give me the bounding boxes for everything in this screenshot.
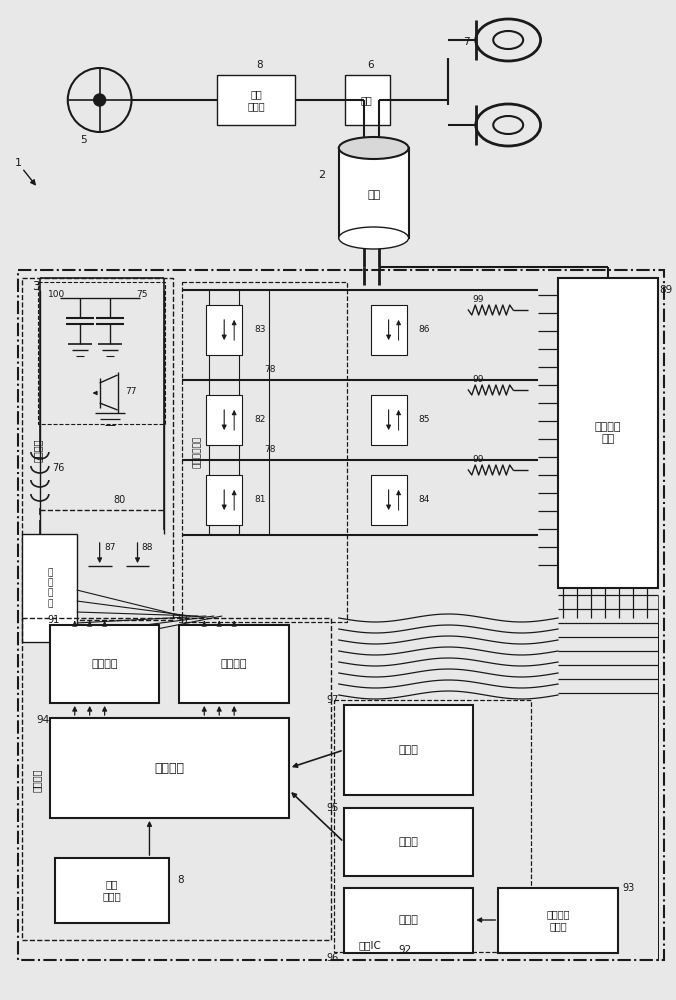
Text: 至
变
逆
器: 至 变 逆 器 (47, 568, 53, 608)
Text: 88: 88 (141, 544, 153, 552)
Text: 6: 6 (367, 60, 374, 70)
Text: 82: 82 (254, 416, 266, 424)
Ellipse shape (339, 137, 408, 159)
Bar (183, 282, 347, 622)
Text: 扭矩
传感器: 扭矩 传感器 (102, 879, 121, 901)
Text: 85: 85 (418, 416, 430, 424)
Text: 控制部分: 控制部分 (32, 768, 42, 792)
Bar (18, 270, 664, 960)
Text: 8: 8 (256, 60, 262, 70)
Text: 78: 78 (264, 446, 276, 454)
Text: 第一逆变电路: 第一逆变电路 (193, 436, 202, 468)
Circle shape (94, 94, 105, 106)
Text: 7: 7 (463, 37, 470, 47)
Text: 97: 97 (327, 695, 339, 705)
Text: 93: 93 (623, 883, 635, 893)
Text: 81: 81 (254, 495, 266, 504)
Text: 电力部分: 电力部分 (33, 438, 43, 462)
Text: 83: 83 (254, 326, 266, 334)
Text: 87: 87 (105, 544, 116, 552)
Text: 预驱动器: 预驱动器 (91, 659, 118, 669)
Bar (179, 625, 289, 703)
Text: 1: 1 (14, 158, 22, 168)
Text: 96: 96 (327, 953, 339, 963)
Ellipse shape (339, 227, 408, 249)
Text: 调节器: 调节器 (399, 837, 418, 847)
Text: 76: 76 (52, 463, 64, 473)
Bar (370, 305, 406, 355)
Bar (339, 148, 408, 238)
Bar (206, 305, 242, 355)
Text: 99: 99 (473, 456, 484, 464)
Text: 电机: 电机 (367, 190, 381, 200)
Text: 放大器: 放大器 (399, 915, 418, 925)
Text: 预驱动器: 预驱动器 (221, 659, 247, 669)
Text: 5: 5 (80, 135, 87, 145)
Text: 75: 75 (136, 290, 147, 299)
Text: 第二逆变
电路: 第二逆变 电路 (595, 422, 621, 444)
Bar (344, 705, 473, 795)
Bar (558, 278, 658, 588)
Bar (370, 395, 406, 445)
Text: 84: 84 (418, 495, 430, 504)
Text: 77: 77 (126, 387, 137, 396)
Bar (498, 888, 618, 953)
Text: 旋转角度
传感器: 旋转角度 传感器 (546, 909, 570, 931)
Text: 78: 78 (264, 365, 276, 374)
Bar (217, 75, 295, 125)
Text: 定制IC: 定制IC (359, 940, 381, 950)
Text: 8: 8 (177, 875, 184, 885)
Text: 放大器: 放大器 (399, 745, 418, 755)
Ellipse shape (493, 116, 523, 134)
Text: 100: 100 (48, 290, 65, 299)
Text: 89: 89 (660, 285, 673, 295)
Bar (38, 282, 166, 424)
Text: 99: 99 (473, 296, 484, 304)
Bar (50, 718, 289, 818)
Bar (206, 475, 242, 525)
Text: 86: 86 (418, 326, 430, 334)
Bar (344, 888, 473, 953)
Ellipse shape (493, 31, 523, 49)
Text: 3: 3 (32, 280, 40, 293)
Bar (55, 858, 170, 923)
Bar (370, 475, 406, 525)
Bar (50, 625, 160, 703)
Bar (334, 700, 531, 952)
Text: 齿轮: 齿轮 (361, 95, 372, 105)
Text: 微计算机: 微计算机 (154, 762, 185, 774)
Bar (345, 75, 389, 125)
Text: 扭矩
传感器: 扭矩 传感器 (247, 89, 265, 111)
Text: 94: 94 (37, 715, 50, 725)
Text: 80: 80 (114, 495, 126, 505)
Bar (22, 618, 331, 940)
Text: 95: 95 (327, 803, 339, 813)
Text: 2: 2 (318, 170, 325, 180)
Text: 91: 91 (48, 615, 60, 625)
Text: 99: 99 (473, 375, 484, 384)
Text: 91: 91 (177, 615, 190, 625)
Text: 92: 92 (399, 945, 412, 955)
Bar (206, 395, 242, 445)
Bar (22, 278, 173, 620)
Bar (344, 808, 473, 876)
Bar (22, 534, 77, 642)
